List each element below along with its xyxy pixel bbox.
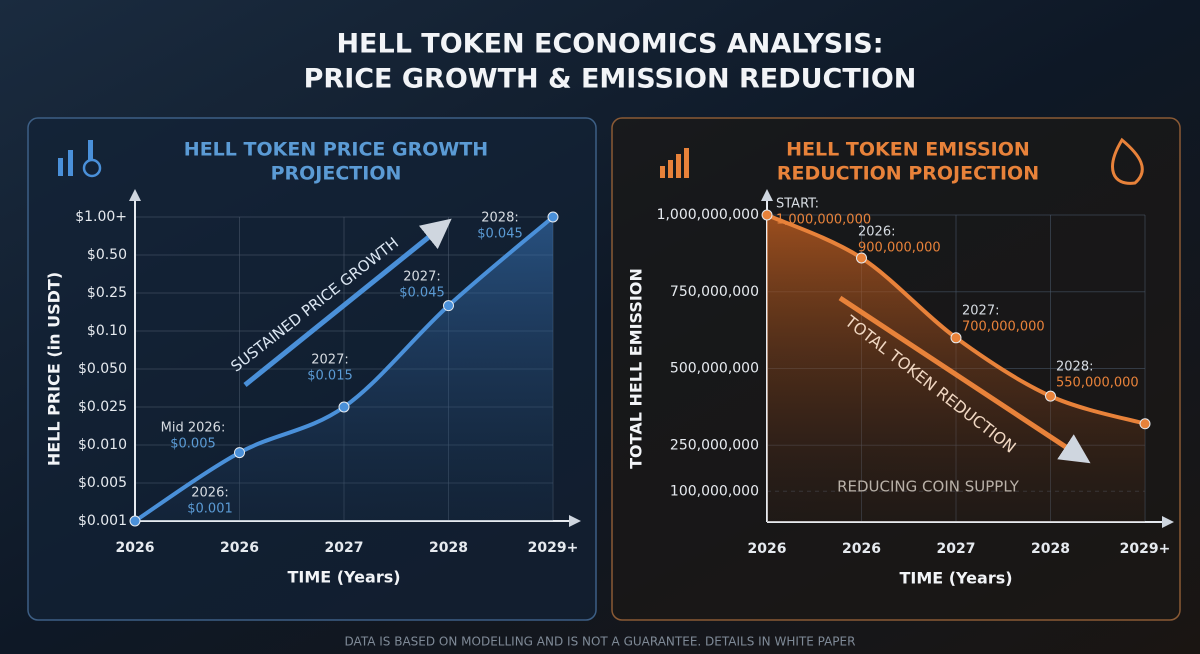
y-tick-label: $0.25 [87, 285, 127, 301]
footer: DATA IS BASED ON MODELLING AND IS NOT A … [345, 635, 856, 649]
point-label: 2027: [403, 270, 440, 285]
chart-title: HELL TOKEN EMISSION [786, 139, 1030, 161]
y-tick-label: $0.50 [87, 247, 127, 263]
x-axis-title: TIME (Years) [287, 568, 400, 587]
point-label: $0.005 [170, 437, 216, 452]
y-axis-title: TOTAL HELL EMISSION [627, 268, 646, 469]
point-label: 2027: [962, 304, 999, 319]
point-label: $0.015 [307, 369, 353, 384]
x-tick-label: 2028 [429, 540, 468, 556]
point-label: 2027: [311, 353, 348, 368]
y-tick-label: 1,000,000,000 [657, 207, 759, 223]
point [234, 447, 245, 459]
y-tick-label: $0.010 [78, 437, 127, 453]
point [1045, 390, 1056, 402]
icon [660, 137, 1144, 185]
point [856, 252, 867, 264]
chart-title: HELL TOKEN PRICE GROWTH [184, 139, 488, 161]
point [547, 211, 559, 223]
point-label: $0.045 [399, 286, 445, 301]
x-tick-label: 2029+ [528, 540, 579, 556]
point-label: 700,000,000 [962, 320, 1045, 335]
point-label: 2026: [191, 486, 228, 501]
y-tick-label: 250,000,000 [670, 437, 759, 453]
y-tick-label: 750,000,000 [670, 284, 759, 300]
x-tick-label: 2026 [116, 540, 155, 556]
icon [58, 140, 102, 178]
point-label: 2028: [1056, 360, 1093, 375]
chart-title: PROJECTION [271, 163, 402, 185]
chart-title: REDUCTION PROJECTION [777, 163, 1039, 185]
x-tick-label: 2026 [842, 541, 881, 557]
y-tick-label: 100,000,000 [670, 483, 759, 499]
point-label: 900,000,000 [858, 241, 941, 256]
x-tick-label: 2026 [748, 541, 787, 557]
point [761, 209, 773, 221]
x-tick-label: 2027 [937, 541, 976, 557]
point-label: 1,000,000,000 [776, 213, 871, 228]
point-label: Mid 2026: [161, 421, 226, 436]
point-label: $0.045 [477, 227, 523, 242]
page-title: PRICE GROWTH & EMISSION REDUCTION [304, 64, 917, 95]
area [767, 215, 1145, 522]
y-tick-label: $0.001 [78, 513, 127, 529]
x-tick-label: 2026 [220, 540, 259, 556]
area [135, 217, 553, 521]
point-label: 550,000,000 [1056, 376, 1139, 391]
y-tick-label: $0.10 [87, 323, 127, 339]
x-tick-label: 2027 [325, 540, 364, 556]
y-tick-label: 500,000,000 [670, 361, 759, 377]
point-label: START: [776, 197, 819, 212]
x-axis-title: TIME (Years) [899, 569, 1012, 588]
point-label: $0.001 [187, 502, 233, 517]
point [950, 332, 962, 344]
y-tick-label: $0.050 [78, 361, 127, 377]
point [443, 300, 454, 312]
callout-arrow [838, 295, 1091, 464]
page-title: HELL TOKEN ECONOMICS ANALYSIS: [336, 29, 883, 60]
y-axis-title: HELL PRICE (in USDT) [45, 272, 64, 466]
y-tick-label: $1.00+ [75, 209, 127, 225]
point [338, 401, 350, 413]
point [1139, 418, 1151, 430]
x-tick-label: 2028 [1031, 541, 1070, 557]
callout-arrow [243, 218, 452, 387]
y-tick-label: $0.005 [78, 475, 127, 491]
point [129, 515, 141, 527]
x-tick-label: 2029+ [1120, 541, 1171, 557]
point-label: 2026: [858, 225, 895, 240]
y-tick-label: $0.025 [78, 399, 127, 415]
point-label: 2028: [481, 211, 518, 226]
callout: REDUCING COIN SUPPLY [837, 478, 1020, 496]
